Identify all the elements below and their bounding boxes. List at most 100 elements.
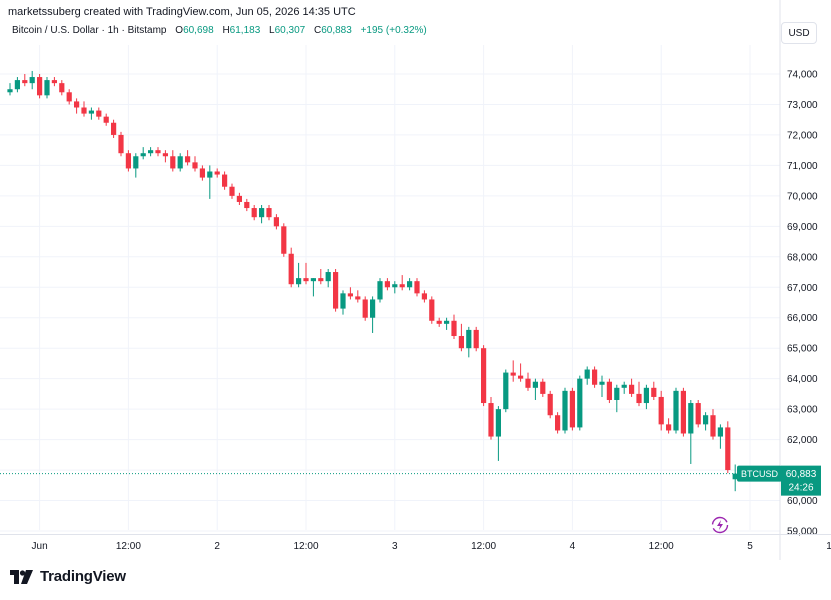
candle-body[interactable]: [318, 278, 324, 282]
candle-body[interactable]: [162, 153, 168, 157]
candle-body[interactable]: [177, 156, 183, 169]
candle-body[interactable]: [680, 390, 686, 434]
candle-body[interactable]: [444, 320, 450, 324]
candle-body[interactable]: [333, 272, 339, 309]
candle-body[interactable]: [74, 101, 80, 108]
candle-body[interactable]: [540, 381, 546, 394]
candle-body[interactable]: [51, 80, 57, 84]
candle-body[interactable]: [310, 278, 316, 282]
candle-body[interactable]: [584, 369, 590, 379]
candle-body[interactable]: [488, 403, 494, 437]
candle-body[interactable]: [466, 329, 472, 349]
candle-body[interactable]: [710, 415, 716, 437]
candle-body[interactable]: [14, 80, 20, 90]
candle-body[interactable]: [518, 375, 524, 379]
candle-body[interactable]: [7, 89, 13, 93]
candle-body[interactable]: [340, 293, 346, 309]
candle-body[interactable]: [362, 299, 368, 318]
candle-body[interactable]: [599, 381, 605, 385]
candle-body[interactable]: [148, 150, 154, 154]
candle-body[interactable]: [458, 336, 464, 349]
candle-body[interactable]: [688, 403, 694, 434]
candle-body[interactable]: [592, 369, 598, 385]
candle-body[interactable]: [199, 168, 205, 178]
candle-body[interactable]: [273, 217, 279, 227]
candle-body[interactable]: [569, 390, 575, 428]
lightning-icon[interactable]: [711, 516, 729, 534]
candle-body[interactable]: [281, 226, 287, 254]
candle-body[interactable]: [703, 415, 709, 425]
candle-body[interactable]: [81, 107, 87, 114]
candle-body[interactable]: [22, 80, 28, 84]
candle-body[interactable]: [421, 293, 427, 300]
candle-body[interactable]: [392, 284, 398, 288]
candle-body[interactable]: [495, 409, 501, 437]
candle-body[interactable]: [125, 153, 131, 169]
candle-body[interactable]: [673, 390, 679, 431]
candle-body[interactable]: [732, 473, 738, 480]
candle-body[interactable]: [651, 387, 657, 397]
candle-body[interactable]: [155, 150, 161, 154]
candle-body[interactable]: [473, 329, 479, 349]
candle-body[interactable]: [503, 372, 509, 410]
candle-body[interactable]: [96, 110, 102, 117]
candle-body[interactable]: [118, 134, 124, 154]
candle-body[interactable]: [170, 156, 176, 169]
candle-body[interactable]: [429, 299, 435, 321]
candle-body[interactable]: [192, 162, 198, 169]
candle-body[interactable]: [629, 384, 635, 394]
candle-body[interactable]: [266, 208, 272, 218]
candle-body[interactable]: [377, 281, 383, 300]
candle-body[interactable]: [643, 387, 649, 404]
candle-body[interactable]: [614, 387, 620, 400]
candle-body[interactable]: [384, 281, 390, 288]
candle-body[interactable]: [185, 156, 191, 163]
candle-body[interactable]: [214, 171, 220, 175]
candle-body[interactable]: [66, 92, 72, 102]
candle-body[interactable]: [525, 378, 531, 388]
candle-body[interactable]: [325, 272, 331, 282]
candle-body[interactable]: [207, 171, 213, 178]
candle-body[interactable]: [577, 378, 583, 428]
candle-body[interactable]: [562, 390, 568, 431]
candle-body[interactable]: [725, 427, 731, 471]
candle-body[interactable]: [111, 122, 117, 135]
candle-body[interactable]: [355, 296, 361, 300]
candle-body[interactable]: [222, 174, 228, 187]
candle-body[interactable]: [103, 116, 109, 123]
candle-body[interactable]: [695, 403, 701, 425]
candle-body[interactable]: [37, 77, 43, 96]
candle-body[interactable]: [606, 381, 612, 400]
candle-body[interactable]: [347, 293, 353, 297]
candle-body[interactable]: [555, 415, 561, 431]
candle-body[interactable]: [370, 299, 376, 318]
candle-body[interactable]: [451, 320, 457, 337]
candle-body[interactable]: [296, 278, 302, 285]
candle-body[interactable]: [236, 195, 242, 202]
candle-body[interactable]: [399, 284, 405, 288]
candle-body[interactable]: [251, 208, 257, 218]
candle-body[interactable]: [288, 253, 294, 285]
candle-body[interactable]: [414, 281, 420, 294]
candle-body[interactable]: [547, 393, 553, 416]
candle-body[interactable]: [621, 384, 627, 388]
price-chart[interactable]: 59,00060,00061,00062,00063,00064,00065,0…: [0, 0, 831, 560]
candle-body[interactable]: [244, 201, 250, 209]
candle-body[interactable]: [532, 381, 538, 388]
candle-body[interactable]: [88, 110, 94, 114]
candle-body[interactable]: [29, 77, 35, 84]
candle-body[interactable]: [259, 208, 265, 218]
candle-body[interactable]: [133, 156, 139, 169]
candle-body[interactable]: [636, 393, 642, 404]
candle-body[interactable]: [510, 372, 516, 376]
candle-body[interactable]: [481, 348, 487, 404]
candle-body[interactable]: [717, 427, 723, 437]
candle-body[interactable]: [44, 80, 50, 96]
candle-body[interactable]: [407, 281, 413, 288]
candle-body[interactable]: [666, 424, 672, 431]
currency-button[interactable]: USD: [781, 22, 817, 44]
candle-body[interactable]: [59, 83, 65, 93]
candle-body[interactable]: [436, 320, 442, 324]
candle-body[interactable]: [303, 278, 309, 282]
candle-body[interactable]: [658, 396, 664, 425]
